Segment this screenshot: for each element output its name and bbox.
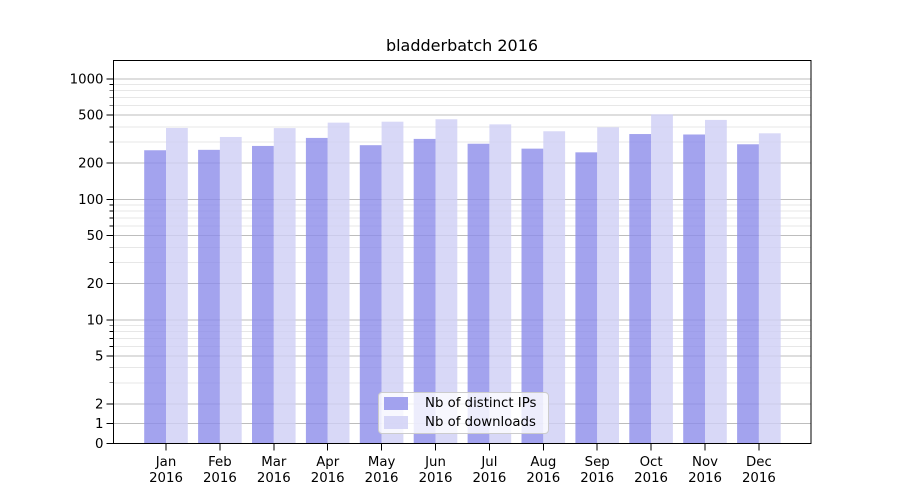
bar-downloads-jun — [435, 119, 458, 444]
chart-title: bladderbatch 2016 — [385, 36, 539, 55]
legend-swatch-downloads — [384, 416, 408, 429]
y-tick-label: 2 — [95, 397, 103, 412]
bar-downloads-aug — [543, 131, 566, 444]
y-tick-label: 5 — [95, 350, 103, 365]
x-tick-label-year: 2016 — [419, 471, 453, 486]
x-tick-label-year: 2016 — [580, 471, 614, 486]
x-tick-label-month: Aug — [530, 455, 556, 470]
x-tick-label-month: Oct — [640, 455, 663, 470]
x-tick-label-year: 2016 — [526, 471, 560, 486]
x-tick-label-year: 2016 — [472, 471, 506, 486]
bar-distinct-ips-jan — [144, 150, 166, 444]
y-tick-label: 10 — [87, 313, 104, 328]
bar-downloads-oct — [651, 114, 673, 444]
legend-label-distinct-ips: Nb of distinct IPs — [425, 396, 537, 411]
bar-downloads-may — [381, 121, 404, 444]
bar-distinct-ips-nov — [683, 134, 705, 444]
bar-downloads-dec — [758, 133, 781, 444]
legend-label-downloads: Nb of downloads — [425, 415, 536, 430]
y-tick-label: 500 — [78, 109, 103, 124]
y-tick-label: 200 — [78, 157, 103, 172]
bar-downloads-jan — [166, 127, 188, 444]
x-tick-label-month: Nov — [692, 455, 718, 470]
bar-downloads-mar — [273, 128, 296, 444]
legend: Nb of distinct IPs Nb of downloads — [378, 392, 549, 434]
bar-distinct-ips-jun — [413, 138, 436, 444]
bar-downloads-sep — [597, 127, 619, 444]
legend-item-downloads: Nb of downloads — [384, 415, 548, 431]
bar-distinct-ips-sep — [575, 152, 598, 444]
x-tick-label-month: Apr — [316, 455, 340, 470]
x-tick-label-year: 2016 — [311, 471, 345, 486]
bar-downloads-jul — [489, 124, 512, 444]
x-tick-label-month: Mar — [261, 455, 287, 470]
bar-distinct-ips-oct — [629, 134, 652, 444]
x-tick-label-year: 2016 — [149, 471, 183, 486]
bar-distinct-ips-apr — [305, 137, 328, 444]
bar-distinct-ips-mar — [252, 145, 274, 444]
y-tick-label: 20 — [87, 277, 104, 292]
bar-downloads-nov — [705, 119, 727, 444]
x-tick-label-month: Jan — [155, 455, 177, 470]
y-tick-label: 1 — [95, 417, 103, 432]
x-tick-label-month: Jul — [480, 455, 497, 470]
legend-swatch-distinct-ips — [384, 397, 408, 410]
bar-distinct-ips-jul — [467, 143, 490, 444]
x-tick-label-month: May — [368, 455, 396, 470]
bar-distinct-ips-aug — [521, 148, 544, 444]
x-tick-label-year: 2016 — [365, 471, 399, 486]
legend-item-distinct-ips: Nb of distinct IPs — [384, 396, 548, 412]
bar-downloads-apr — [327, 122, 350, 444]
x-tick-label-month: Jun — [424, 455, 446, 470]
y-tick-label: 50 — [87, 229, 104, 244]
y-tick-label: 100 — [78, 193, 103, 208]
bar-distinct-ips-feb — [198, 149, 220, 444]
x-tick-label-year: 2016 — [742, 471, 776, 486]
x-tick-label-month: Dec — [746, 455, 772, 470]
y-tick-label: 1000 — [70, 73, 104, 88]
bar-downloads-feb — [219, 136, 242, 444]
x-tick-label-year: 2016 — [688, 471, 722, 486]
x-tick-label-month: Feb — [208, 455, 232, 470]
y-tick-label: 0 — [95, 437, 103, 452]
x-tick-label-year: 2016 — [203, 471, 237, 486]
x-tick-label-month: Sep — [585, 455, 610, 470]
bar-distinct-ips-may — [359, 145, 382, 444]
bar-distinct-ips-dec — [737, 144, 759, 444]
plot-border — [113, 60, 812, 444]
x-tick-label-year: 2016 — [257, 471, 291, 486]
x-tick-label-year: 2016 — [634, 471, 668, 486]
